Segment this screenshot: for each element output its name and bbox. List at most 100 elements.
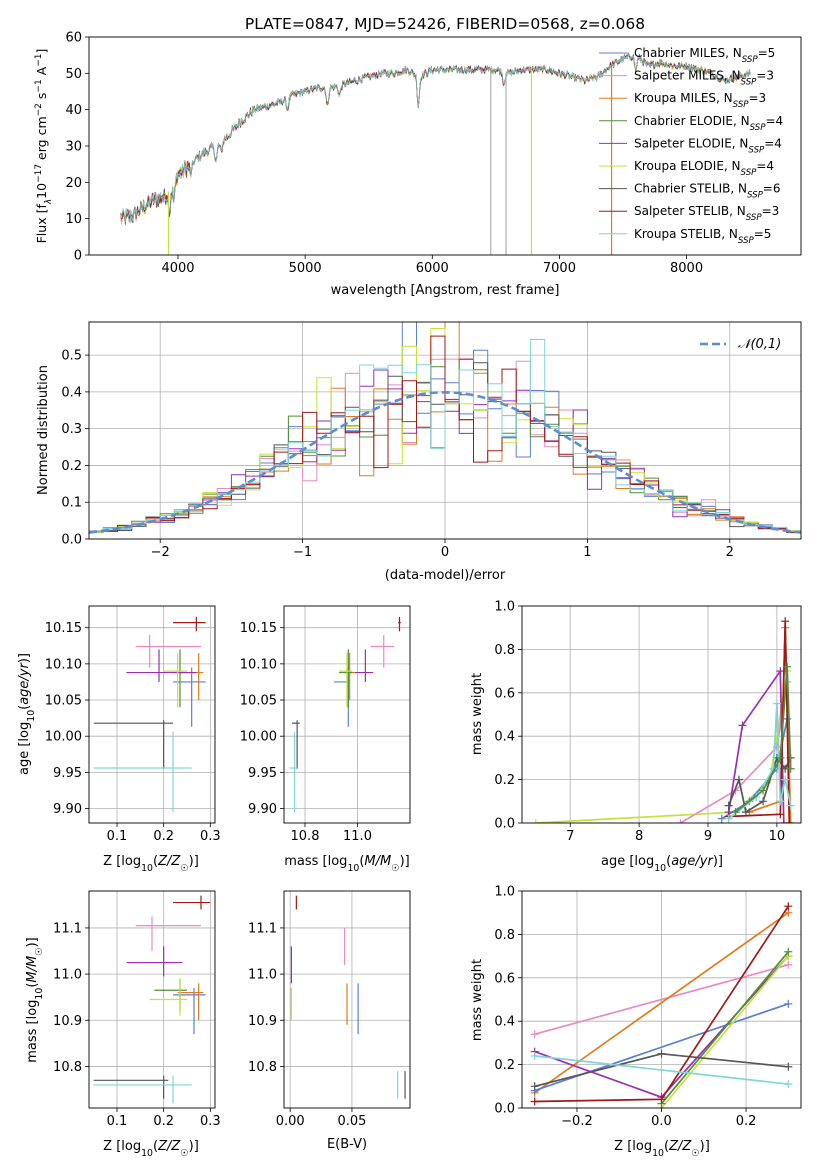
y-tick-label: 11.1 [53,921,82,936]
plot-area-residuals [89,322,801,539]
plot-age_vs_mass: 10.8 11.0 9.90 9.95 10.00 10.05 10.10 10.15 [240,605,411,844]
y-tick-label: 10.15 [240,621,277,636]
weight-marker-salpeter_elodie [738,721,747,730]
x-tick-label: 0.3 [200,1114,221,1129]
x-tick-label: 0.05 [337,1114,366,1129]
weight-marker-salpeter_stelib [784,902,793,911]
x-tick-label: 0.2 [153,829,174,844]
x-axis-label: (data-model)/error [385,568,506,583]
x-tick-label: 9 [704,829,712,844]
weight-marker-chabrier_stelib [530,1082,539,1091]
weight-marker-salpeter_miles [530,1030,539,1039]
y-tick-label: 10.8 [53,1060,82,1075]
weight-line-kroupa_miles [534,912,789,1094]
axes-frame [283,890,411,1109]
x-tick-label: 7 [566,829,574,844]
weight-marker-kroupa_elodie [531,819,540,823]
weight-marker-chabrier_stelib [784,1062,793,1071]
y-tick-label: 10.00 [45,730,82,745]
weight-marker-salpeter_stelib [785,819,794,823]
x-tick-label: 1 [583,545,591,560]
weight-marker-salpeter_elodie [776,667,785,676]
y-tick-label: 20 [65,176,82,191]
x-tick-label: 0.00 [276,1114,305,1129]
y-tick-label: 0.4 [61,385,82,400]
x-tick-label: 10 [769,829,786,844]
x-tick-label: 0.2 [736,1114,757,1129]
y-tick-label: 0.6 [494,686,515,701]
x-tick-label: 0.1 [107,829,128,844]
plot-spectrum: 4000 5000 6000 7000 8000 0 10 20 30 40 50 60 [65,31,802,276]
weight-marker-chabrier_stelib [759,797,768,806]
x-axis-label: Z [log10(Z/Z☉)] [614,1139,710,1159]
y-tick-label: 1.0 [494,885,515,900]
axes-frame [521,890,802,1109]
weight-marker-kroupa_stelib [776,797,785,806]
weight-line-kroupa_stelib [534,1055,789,1085]
hist-step-kroupa_stelib [89,339,801,532]
x-tick-label: 0.2 [153,1114,174,1129]
weight-marker-salpeter_elodie [779,819,788,823]
gaussian-reference-line [89,390,801,534]
weight-marker-chabrier_elodie [784,947,793,956]
weight-marker-kroupa_stelib [530,1051,539,1060]
spectrum-line-kroupa_stelib [120,52,751,224]
axes-frame [88,605,216,824]
x-tick-label: −0.2 [561,1114,593,1129]
plot-area-massweight_vs_Z [522,891,801,1108]
x-tick-label: 0.1 [107,1114,128,1129]
y-tick-label: 11.0 [248,968,277,983]
hist-step-kroupa_elodie [89,328,801,533]
legend-label-salpeter_stelib: Salpeter STELIB, NSSP=3 [634,204,779,223]
legend-label-chabrier_elodie: Chabrier ELODIE, NSSP=4 [634,114,783,133]
legend-label-chabrier_stelib: Chabrier STELIB, NSSP=6 [634,182,781,201]
y-tick-label: 0.4 [494,730,515,745]
weight-marker-salpeter_stelib [657,1095,666,1104]
legend-label-kroupa_elodie: Kroupa ELODIE, NSSP=4 [634,159,774,178]
axes-frame [88,890,216,1109]
weight-line-salpeter_miles [534,963,789,1036]
plot-area-spectrum [120,52,751,255]
y-tick-label: 10.05 [45,694,82,709]
y-tick-label: 0.0 [494,817,515,832]
plot-area-mass_vs_ebv [284,891,410,1108]
x-axis-label: Z [log10(Z/Z☉)] [103,1139,199,1159]
plot-massweight_vs_age: 7 8 9 10 0.0 0.2 0.4 0.6 0.8 1.0 [494,600,802,844]
y-tick-label: 11.0 [53,968,82,983]
x-axis-label: age [log10(age/yr)] [601,854,723,874]
y-tick-label: 60 [65,31,82,46]
y-tick-label: 10.10 [240,657,277,672]
y-tick-label: 0.8 [494,643,515,658]
y-tick-label: 0 [74,249,82,264]
y-axis-label: Normed distribution [36,365,51,495]
y-tick-label: 11.1 [248,921,277,936]
y-tick-label: 10.15 [45,621,82,636]
weight-marker-chabrier_elodie [731,808,740,817]
x-tick-label: 0.0 [651,1114,672,1129]
x-tick-label: −2 [151,545,170,560]
weight-marker-chabrier_elodie [783,662,792,671]
y-tick-label: 10.9 [248,1014,277,1029]
x-tick-label: 0 [441,545,449,560]
weight-marker-chabrier_miles [784,999,793,1008]
x-tick-label: 8 [635,829,643,844]
y-tick-label: 0.2 [61,459,82,474]
y-tick-label: 0.2 [494,773,515,788]
x-tick-label: 11.0 [343,829,372,844]
y-axis-label: mass weight [470,673,485,755]
y-tick-label: 9.90 [248,802,277,817]
y-tick-label: 10.9 [53,1014,82,1029]
y-tick-label: 0.1 [61,496,82,511]
y-tick-label: 0.4 [494,1015,515,1030]
weight-marker-chabrier_stelib [741,808,750,817]
y-tick-label: 10.00 [240,730,277,745]
legend-label-kroupa_miles: Kroupa MILES, NSSP=3 [634,91,766,110]
axes-frame [283,605,411,824]
y-tick-label: 9.95 [248,766,277,781]
plot-mass_vs_ebv: 0.00 0.05 10.8 10.9 11.0 11.1 [248,890,411,1129]
x-tick-label: 5000 [289,261,322,276]
y-axis-label: Flux [fλ10−17 erg cm−2 s−1 A−1] [34,49,54,244]
plot-area-massweight_vs_age [522,606,801,823]
weight-marker-kroupa_stelib [781,775,790,784]
